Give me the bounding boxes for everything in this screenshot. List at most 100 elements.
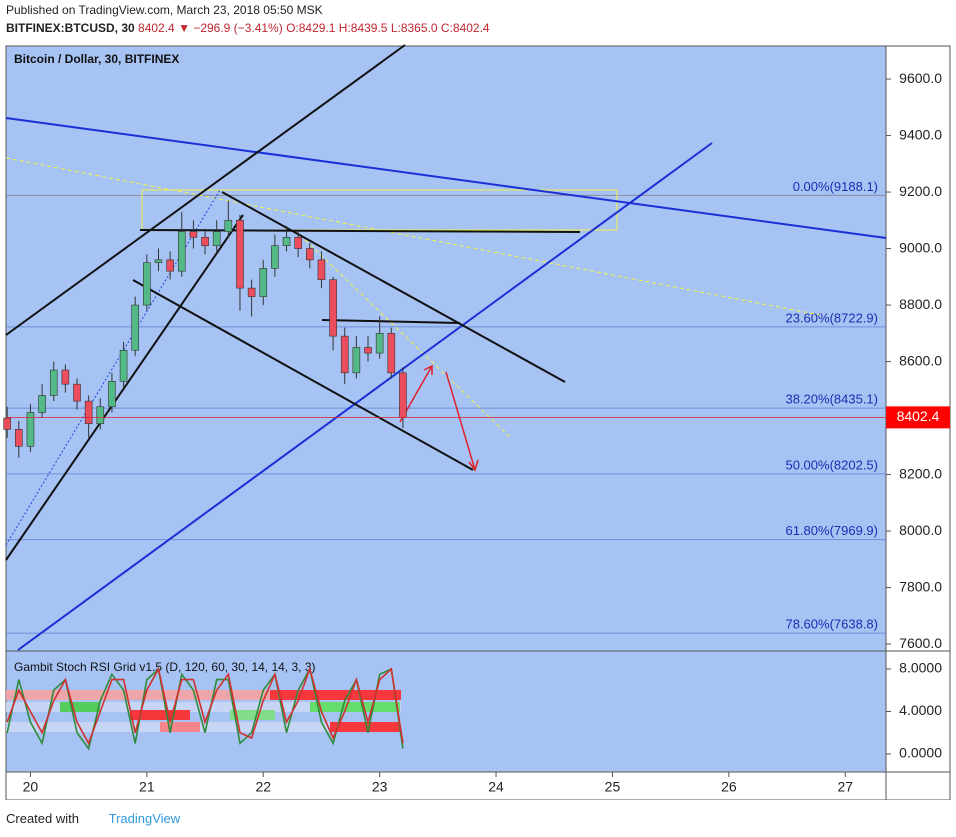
x-tick-label: 22 — [255, 779, 271, 795]
x-tick-label: 23 — [372, 779, 388, 795]
fib-label: 50.00%(8202.5) — [785, 457, 878, 472]
candle-body — [212, 231, 221, 247]
candle-body — [364, 347, 372, 354]
candle-body — [15, 429, 23, 447]
band — [310, 702, 400, 712]
fib-label: 23.60%(8722.9) — [785, 310, 878, 325]
band — [6, 690, 401, 700]
published-note: Published on TradingView.com, March 23, … — [6, 3, 323, 17]
x-tick-label: 20 — [23, 779, 39, 795]
x-tick-label: 27 — [837, 779, 853, 795]
high: H:8439.5 — [338, 21, 388, 35]
y-tick-label: 9000.0 — [899, 239, 942, 255]
candle-body — [166, 259, 174, 272]
candle-body — [38, 395, 46, 413]
x-tick-label: 21 — [139, 779, 155, 795]
dashed-trend — [5, 157, 821, 316]
candle-body — [352, 347, 361, 374]
low: L:8365.0 — [390, 21, 438, 35]
footer: Created with TradingView — [6, 811, 180, 826]
candle-body — [294, 236, 302, 249]
band — [230, 710, 275, 720]
candle-body — [96, 406, 105, 425]
candle-body — [236, 220, 244, 289]
y-tick-label: 9200.0 — [899, 183, 942, 199]
candle-body — [189, 231, 198, 238]
y-tick-label: 0.0000 — [899, 745, 942, 761]
candle-body — [61, 369, 70, 385]
y-tick-label: 8.0000 — [899, 660, 942, 676]
channel-line — [221, 191, 566, 383]
fib-label: 78.60%(7638.8) — [785, 617, 878, 632]
x-tick-label: 25 — [605, 779, 621, 795]
fib-label: 61.80%(7969.9) — [785, 523, 878, 538]
xaxis-bg — [6, 772, 886, 800]
arrow: ▼ — [178, 21, 190, 35]
fib-label: 38.20%(8435.1) — [785, 392, 878, 407]
level-line — [321, 319, 461, 324]
candle-body — [271, 245, 279, 269]
y-tick-label: 8600.0 — [899, 352, 942, 368]
candle-body — [3, 417, 11, 430]
created-with: Created with — [6, 811, 79, 826]
channel-line — [5, 44, 406, 336]
change: −296.9 (−3.41%) — [193, 21, 283, 35]
series-title: Bitcoin / Dollar, 30, BITFINEX — [14, 52, 179, 66]
candle-body — [49, 369, 58, 396]
y-tick-label: 8800.0 — [899, 296, 942, 312]
band — [130, 710, 190, 720]
candle-body — [26, 412, 35, 447]
y-tick-label: 7800.0 — [899, 578, 942, 594]
level-line — [139, 229, 581, 233]
candle-body — [73, 383, 81, 402]
band — [270, 690, 401, 700]
indicator-title: Gambit Stoch RSI Grid v1.5 (D, 120, 60, … — [14, 660, 315, 674]
y-tick-label: 9400.0 — [899, 126, 942, 142]
candle-body — [131, 304, 140, 351]
band — [6, 702, 401, 712]
open: O:8429.1 — [286, 21, 336, 35]
candle-body — [247, 287, 256, 297]
candle-body — [143, 262, 151, 306]
candle-body — [340, 335, 349, 374]
candle-body — [259, 268, 268, 297]
stoch-line — [6, 666, 404, 746]
y-tick-label: 9600.0 — [899, 70, 942, 86]
close: C:8402.4 — [440, 21, 490, 35]
candle-body — [108, 381, 116, 408]
trend-line — [17, 142, 713, 651]
candle-body — [224, 220, 233, 232]
chart: Bitcoin / Dollar, 30, BITFINEX Gambit St… — [3, 44, 951, 800]
symbol-info: BITFINEX:BTCUSD, 30 8402.4 ▼ −296.9 (−3.… — [6, 21, 490, 35]
candle-body — [282, 236, 291, 247]
y-tick-label: 8200.0 — [899, 465, 942, 481]
candle-body — [119, 349, 128, 382]
candle-body — [177, 231, 186, 272]
candle-body — [84, 400, 93, 425]
candle-body — [329, 279, 337, 337]
candle-body — [399, 372, 407, 418]
candle-body — [154, 259, 163, 263]
candle-body — [317, 259, 326, 280]
y-tick-label: 4.0000 — [899, 702, 942, 718]
x-tick-label: 26 — [721, 779, 737, 795]
band — [330, 722, 400, 732]
symbol: BITFINEX:BTCUSD, 30 — [6, 21, 135, 35]
candle-body — [306, 248, 314, 261]
candle-body — [375, 333, 384, 354]
arrow-down — [445, 371, 479, 472]
trend-line — [5, 117, 887, 239]
band — [60, 702, 100, 712]
candle-body — [201, 236, 209, 247]
fib-label: 0.00%(9188.1) — [793, 179, 878, 194]
y-tick-label: 8000.0 — [899, 522, 942, 538]
last-price-box — [886, 406, 950, 429]
channel-line — [5, 214, 244, 561]
brand: TradingView — [108, 811, 181, 826]
candle-body — [387, 333, 396, 374]
y-tick-label: 7600.0 — [899, 635, 942, 651]
drawings — [5, 44, 887, 651]
last: 8402.4 — [138, 21, 175, 35]
x-tick-label: 24 — [488, 779, 504, 795]
